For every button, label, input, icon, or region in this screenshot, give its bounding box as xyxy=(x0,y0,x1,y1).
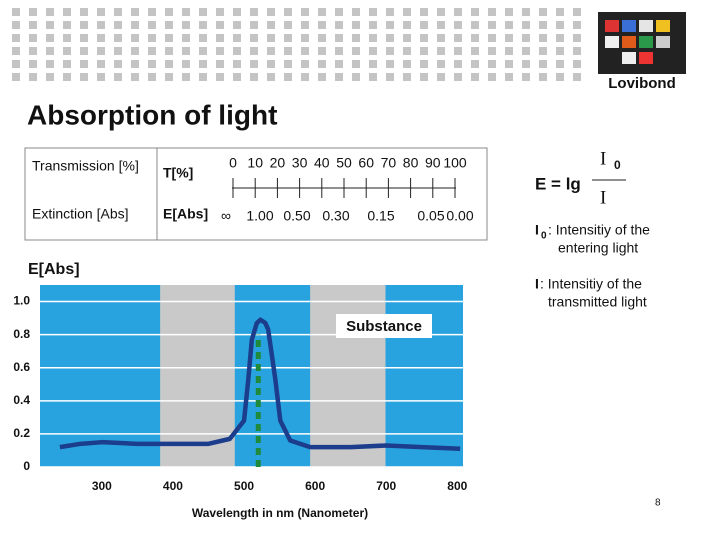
y-tick-label: 0.4 xyxy=(13,393,30,407)
plot: 0 0.2 0.4 0.6 0.8 1.0 300 400 500 600 700 800 Substa… xyxy=(13,285,468,493)
y-tick-label: 0.8 xyxy=(13,327,30,341)
formula-numerator: I xyxy=(600,148,606,169)
page-number: 8 xyxy=(655,498,661,509)
x-tick-label: 800 xyxy=(447,479,467,493)
e-value: 1.00 xyxy=(246,208,273,224)
x-tick-label: 500 xyxy=(234,479,254,493)
t-value: 70 xyxy=(381,155,397,171)
e-label: E[Abs] xyxy=(163,206,208,222)
band xyxy=(160,285,235,467)
note-symbol: I xyxy=(535,222,539,238)
dot-decoration xyxy=(12,8,587,81)
note-subscript: 0 xyxy=(541,231,547,242)
note-text: entering light xyxy=(558,240,638,256)
t-value: 30 xyxy=(292,155,308,171)
note-text: transmitted light xyxy=(548,294,647,310)
e-value: ∞ xyxy=(221,208,231,224)
e-value: 0.00 xyxy=(446,208,473,224)
t-value: 60 xyxy=(358,155,374,171)
t-value: 50 xyxy=(336,155,352,171)
formula-denominator: I xyxy=(600,187,606,208)
row-label: Transmission [%] xyxy=(32,158,139,174)
e-value: 0.30 xyxy=(322,208,349,224)
t-value: 0 xyxy=(229,155,237,171)
row-label: Extinction [Abs] xyxy=(32,206,129,222)
scale: 0 10 20 30 40 50 60 70 80 90 100 ∞ 1.00 0.50 0.30 0.15 0… xyxy=(221,155,474,224)
note-text: : Intensitiy of the xyxy=(540,276,642,292)
t-value: 90 xyxy=(425,155,441,171)
note-symbol: I xyxy=(535,276,539,292)
notes: I 0 : Intensitiy of the entering light I… xyxy=(535,222,650,310)
scale-table xyxy=(24,147,488,241)
e-value: 0.15 xyxy=(367,208,394,224)
x-tick-label: 400 xyxy=(163,479,183,493)
note-text: : Intensitiy of the xyxy=(548,222,650,238)
t-value: 100 xyxy=(443,155,467,171)
y-tick-label: 1.0 xyxy=(13,294,30,308)
annotation-box xyxy=(336,314,432,338)
y-tick-label: 0.6 xyxy=(13,360,30,374)
y-tick-label: 0.2 xyxy=(13,426,30,440)
e-value: 0.50 xyxy=(283,208,310,224)
t-value: 20 xyxy=(270,155,286,171)
y-tick-label: 0 xyxy=(23,459,30,473)
x-tick-label: 300 xyxy=(92,479,112,493)
annotation: Substance xyxy=(346,318,422,335)
plot-background xyxy=(40,285,463,467)
formula-lhs: E = lg xyxy=(535,174,581,193)
y-title: E[Abs] xyxy=(28,261,80,278)
x-tick-label: 700 xyxy=(376,479,396,493)
formula: E = lg I 0 I xyxy=(535,148,626,208)
band xyxy=(310,285,386,467)
formula-subscript: 0 xyxy=(614,158,621,172)
t-value: 40 xyxy=(314,155,330,171)
logo-text: Lovibond xyxy=(608,75,676,92)
logo: Lovibond xyxy=(598,12,686,92)
t-label: T[%] xyxy=(163,165,193,181)
x-label: Wavelength in nm (Nanometer) xyxy=(192,506,368,520)
x-tick-label: 600 xyxy=(305,479,325,493)
data-line xyxy=(59,317,461,452)
slide-title: Absorption of light xyxy=(27,99,277,130)
t-value: 80 xyxy=(403,155,419,171)
t-value: 10 xyxy=(247,155,263,171)
e-value: 0.05 xyxy=(417,208,444,224)
